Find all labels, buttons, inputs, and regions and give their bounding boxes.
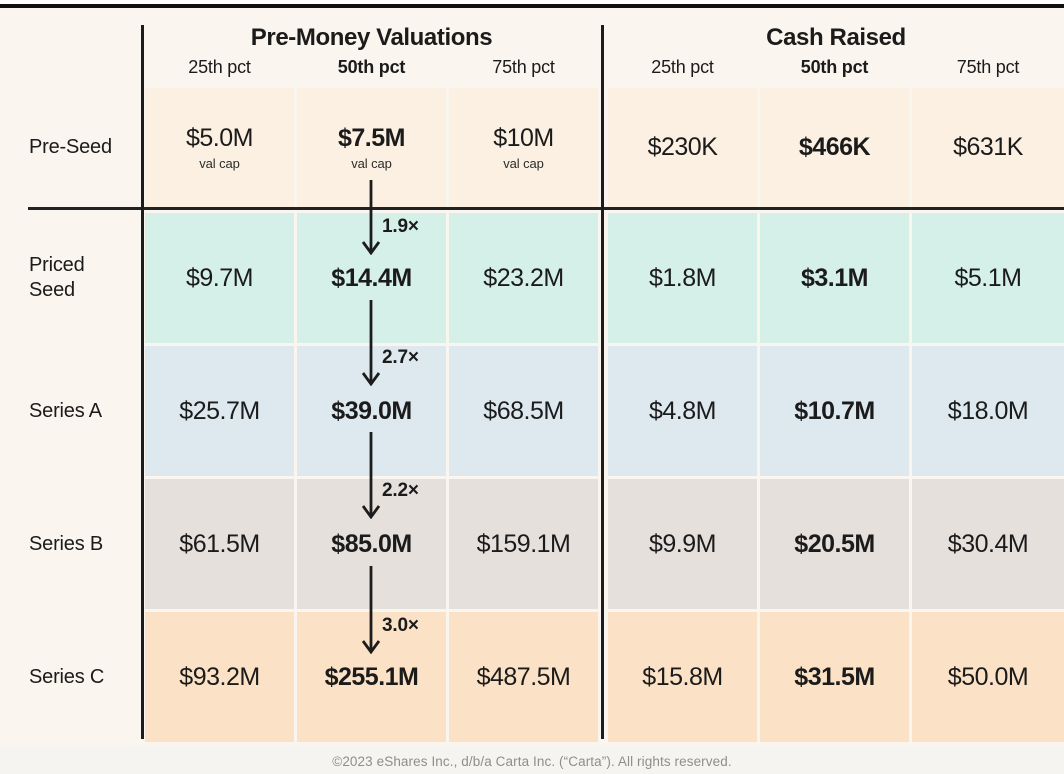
row-label: Series A xyxy=(29,399,102,422)
cell-pmv-p25: $9.7M xyxy=(145,213,294,343)
row-priced-seed: Priced Seed $9.7M $14.4M $23.2M $1.8M $3… xyxy=(0,213,1064,343)
cell-value: $3.1M xyxy=(801,263,868,292)
growth-arrow-icon xyxy=(361,180,381,255)
multiplier-label: 2.7× xyxy=(382,347,419,368)
cell-pmv-p75: $10M val cap xyxy=(449,88,598,207)
cell-pmv-p25: $61.5M xyxy=(145,479,294,609)
cell-value: $85.0M xyxy=(331,529,412,558)
cell-cash-p75: $18.0M xyxy=(912,346,1064,476)
row-label: Pre-Seed xyxy=(29,136,112,158)
multiplier-label: 2.2× xyxy=(382,480,419,501)
row-label: Series B xyxy=(29,532,103,555)
row-label: Series C xyxy=(29,665,105,688)
cell-value: $5.1M xyxy=(954,263,1022,292)
growth-arrow-icon xyxy=(361,432,381,519)
row-series-a: Series A $25.7M $39.0M $68.5M $4.8M $10.… xyxy=(0,346,1064,476)
multiplier-label: 1.9× xyxy=(382,216,419,237)
row-label: Priced Seed xyxy=(29,254,85,301)
cell-value: $14.4M xyxy=(331,263,412,292)
table-content: Pre-Money Valuations Cash Raised 25th pc… xyxy=(0,8,1064,774)
cell-value: $20.5M xyxy=(794,529,875,558)
copyright-footer: ©2023 eShares Inc., d/b/a Carta Inc. (“C… xyxy=(0,745,1064,774)
cell-value: $50.0M xyxy=(947,662,1029,691)
cell-cash-p25: $230K xyxy=(608,88,757,207)
cell-pmv-p75: $159.1M xyxy=(449,479,598,609)
cell-cash-p75: $50.0M xyxy=(912,612,1064,742)
row-pre-seed: Pre-Seed $5.0M val cap $7.5M val cap $10… xyxy=(0,88,1064,207)
multiplier-label: 3.0× xyxy=(382,615,419,636)
cell-value: $230K xyxy=(647,133,718,161)
cell-pmv-p75: $23.2M xyxy=(449,213,598,343)
cell-cash-p50: $10.7M xyxy=(760,346,909,476)
cell-value: $255.1M xyxy=(324,662,419,691)
cell-value: $487.5M xyxy=(476,662,571,691)
cell-value: $4.8M xyxy=(649,396,716,425)
section-title-cash-raised: Cash Raised xyxy=(766,24,906,51)
cell-value: $10.7M xyxy=(794,396,875,425)
cell-value: $93.2M xyxy=(179,662,260,691)
cell-value: $1.8M xyxy=(649,263,716,292)
cell-value: $31.5M xyxy=(794,662,875,691)
cell-value: $9.9M xyxy=(649,529,716,558)
col-header-pmv-25th: 25th pct xyxy=(188,57,251,77)
col-header-pmv-75th: 75th pct xyxy=(492,57,555,77)
pre-seed-divider-rule xyxy=(28,207,1064,210)
table-header: Pre-Money Valuations Cash Raised 25th pc… xyxy=(0,8,1064,88)
cell-cash-p25: $9.9M xyxy=(608,479,757,609)
cell-cash-p75: $631K xyxy=(912,88,1064,207)
cell-value: $7.5M xyxy=(338,124,405,152)
cell-cash-p50: $31.5M xyxy=(760,612,909,742)
cell-value: $61.5M xyxy=(179,529,260,558)
cell-cash-p25: $4.8M xyxy=(608,346,757,476)
copyright-text: ©2023 eShares Inc., d/b/a Carta Inc. (“C… xyxy=(332,753,732,769)
section-title-pre-money: Pre-Money Valuations xyxy=(250,24,493,51)
cell-cash-p75: $30.4M xyxy=(912,479,1064,609)
cell-pmv-p75: $487.5M xyxy=(449,612,598,742)
val-cap-note: val cap xyxy=(503,156,544,171)
cell-cash-p50: $20.5M xyxy=(760,479,909,609)
cell-value: $15.8M xyxy=(642,662,723,691)
cell-value: $25.7M xyxy=(179,396,260,425)
cell-cash-p50: $3.1M xyxy=(760,213,909,343)
cell-cash-p75: $5.1M xyxy=(912,213,1064,343)
cell-cash-p25: $15.8M xyxy=(608,612,757,742)
cell-pmv-p75: $68.5M xyxy=(449,346,598,476)
cell-value: $466K xyxy=(798,133,871,161)
section-divider-rule xyxy=(601,25,604,739)
cell-pmv-p25: $25.7M xyxy=(145,346,294,476)
row-series-c: Series C $93.2M $255.1M $487.5M $15.8M $… xyxy=(0,612,1064,742)
top-border-rule xyxy=(0,4,1064,8)
cell-value: $159.1M xyxy=(476,529,571,558)
col-header-pmv-50th: 50th pct xyxy=(337,57,406,77)
cell-cash-p25: $1.8M xyxy=(608,213,757,343)
val-cap-note: val cap xyxy=(199,156,240,171)
cell-value: $30.4M xyxy=(947,529,1029,558)
row-series-b: Series B $61.5M $85.0M $159.1M $9.9M $20… xyxy=(0,479,1064,609)
cell-pmv-p25: $5.0M val cap xyxy=(145,88,294,207)
cell-value: $68.5M xyxy=(483,396,564,425)
cell-value: $631K xyxy=(953,133,1023,161)
val-cap-note: val cap xyxy=(351,156,392,171)
col-header-cash-50th: 50th pct xyxy=(800,57,869,77)
growth-arrow-icon xyxy=(361,566,381,654)
cell-value: $23.2M xyxy=(483,263,564,292)
cell-value: $39.0M xyxy=(331,396,412,425)
cell-cash-p50: $466K xyxy=(760,88,909,207)
cell-value: $18.0M xyxy=(947,396,1029,425)
cell-pmv-p25: $93.2M xyxy=(145,612,294,742)
top-margin xyxy=(0,0,1064,4)
cell-value: $9.7M xyxy=(186,263,253,292)
label-column-divider-rule xyxy=(141,25,144,739)
growth-arrow-icon xyxy=(361,300,381,386)
col-header-cash-75th: 75th pct xyxy=(956,57,1020,77)
cell-value: $5.0M xyxy=(186,124,253,152)
col-header-cash-25th: 25th pct xyxy=(651,57,714,77)
cell-value: $10M xyxy=(493,124,554,152)
